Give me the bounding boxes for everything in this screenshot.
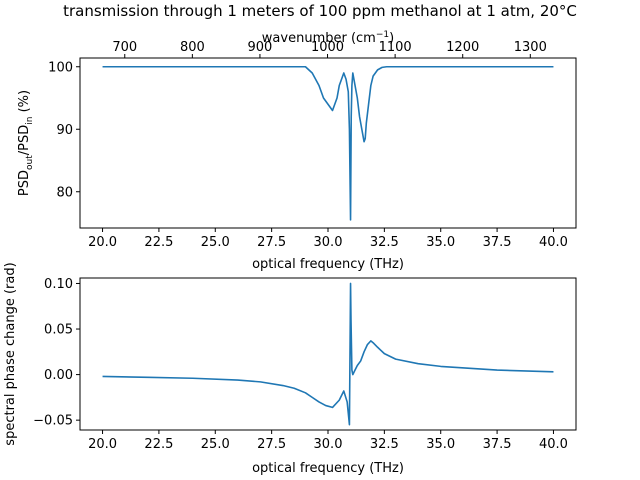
transmission-x-tick-label: 30.0 (314, 235, 343, 250)
phase-y-tick-label: 0.05 (44, 323, 73, 338)
wavenumber-tick-label: 800 (180, 40, 205, 55)
transmission-y-tick-label: 100 (48, 60, 73, 75)
wavenumber-tick-label: 1100 (379, 40, 412, 55)
phase-x-tick-label: 40.0 (539, 437, 568, 452)
phase-series-line (102, 282, 554, 426)
transmission-y-tick-label: 90 (56, 123, 73, 138)
transmission-x-tick-label: 25.0 (201, 235, 230, 250)
figure-title: transmission through 1 meters of 100 ppm… (63, 2, 577, 20)
phase-x-tick-label: 22.5 (144, 437, 173, 452)
transmission-series-layer (102, 65, 554, 221)
transmission-x-tick-label: 20.0 (88, 235, 117, 250)
phase-x-tick-label: 37.5 (483, 437, 512, 452)
phase-x-ticks: 20.0 22.5 25.0 27.5 30.0 32.5 35.0 37.5 40.0 (88, 430, 568, 452)
transmission-series-line (102, 65, 554, 221)
phase-y-tick-label: 0.00 (44, 368, 73, 383)
phase-x-tick-label: 30.0 (314, 437, 343, 452)
transmission-plot-frame (79, 57, 577, 229)
transmission-plot: 20.0 22.5 25.0 27.5 30.0 32.5 35.0 37.5 40.0 80 9… (17, 30, 577, 272)
transmission-x-tick-label: 32.5 (370, 235, 399, 250)
wavenumber-axis-label: wavenumber (cm−1) (262, 30, 394, 46)
phase-x-tick-label: 25.0 (201, 437, 230, 452)
phase-y-tick-label: 0.10 (44, 277, 73, 292)
transmission-x-axis-label: optical frequency (THz) (252, 257, 404, 272)
phase-y-ticks: −0.05 0.00 0.05 0.10 (33, 277, 80, 429)
phase-plot: 20.0 22.5 25.0 27.5 30.0 32.5 35.0 37.5 40.0 −0.… (3, 262, 577, 476)
transmission-y-axis-label: PSDout/PSDin (%) (17, 90, 35, 196)
wavenumber-tick-label: 1300 (514, 40, 547, 55)
wavenumber-tick-label: 700 (112, 40, 137, 55)
transmission-x-tick-label: 35.0 (426, 235, 455, 250)
transmission-x-tick-label: 40.0 (539, 235, 568, 250)
transmission-x-ticks: 20.0 22.5 25.0 27.5 30.0 32.5 35.0 37.5 40.0 (88, 228, 568, 250)
phase-y-tick-label: −0.05 (33, 414, 73, 429)
phase-x-axis-label: optical frequency (THz) (252, 461, 404, 476)
phase-x-tick-label: 20.0 (88, 437, 117, 452)
phase-x-tick-label: 27.5 (257, 437, 286, 452)
transmission-y-ticks: 80 90 100 (48, 60, 80, 200)
transmission-x-tick-label: 37.5 (483, 235, 512, 250)
transmission-y-tick-label: 80 (56, 185, 73, 200)
phase-series-layer (102, 282, 554, 426)
wavenumber-tick-label: 1200 (446, 40, 479, 55)
wavenumber-axis-ticks: 700 800 900 1000 1100 1200 1300 (112, 40, 547, 58)
wavenumber-tick-label: 900 (248, 40, 273, 55)
phase-plot-frame (79, 277, 577, 431)
transmission-x-tick-label: 22.5 (144, 235, 173, 250)
phase-y-axis-label: spectral phase change (rad) (3, 262, 18, 445)
phase-x-tick-label: 35.0 (426, 437, 455, 452)
wavenumber-tick-label: 1000 (311, 40, 344, 55)
transmission-x-tick-label: 27.5 (257, 235, 286, 250)
phase-x-tick-label: 32.5 (370, 437, 399, 452)
